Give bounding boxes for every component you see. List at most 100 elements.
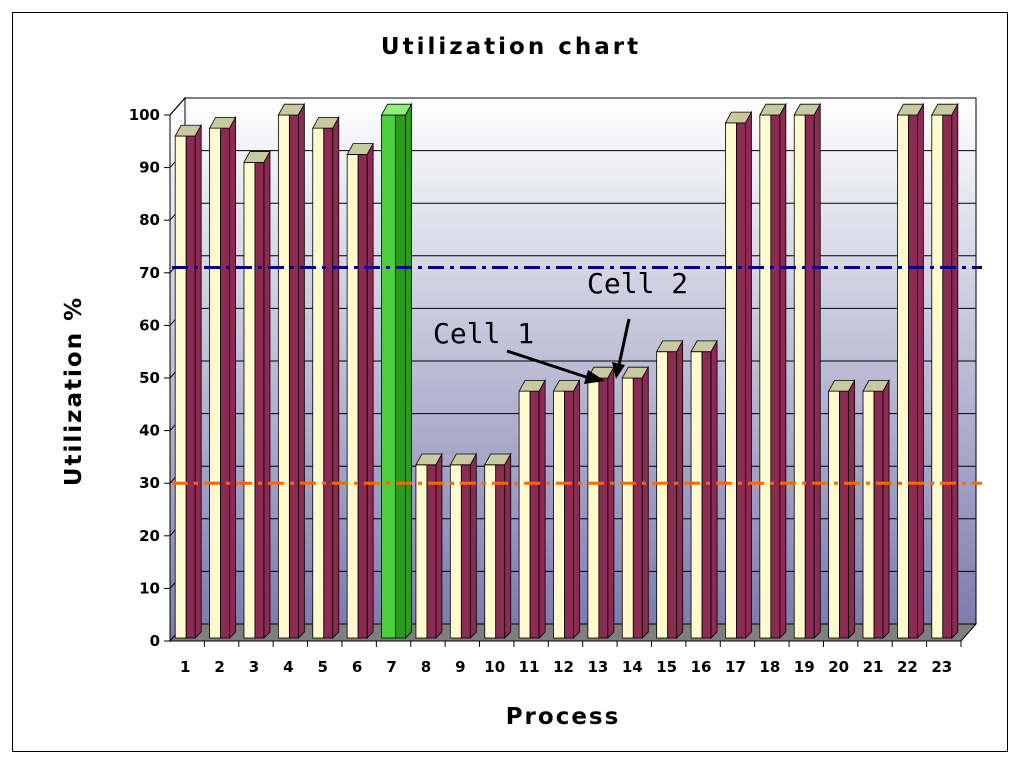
x-tick-label: 14 bbox=[622, 658, 643, 676]
bar-front bbox=[518, 390, 531, 639]
bar-side bbox=[736, 122, 746, 639]
bar-16 bbox=[690, 339, 718, 639]
bar-side bbox=[185, 135, 196, 639]
x-tick-label: 6 bbox=[352, 658, 362, 676]
bar-side bbox=[529, 390, 540, 639]
x-tick-label: 1 bbox=[180, 658, 190, 676]
x-axis-title: Process bbox=[506, 704, 621, 730]
y-tick-label: 90 bbox=[139, 159, 160, 177]
bar-front bbox=[897, 114, 909, 639]
y-tick-label: 60 bbox=[139, 316, 160, 334]
x-tick-label: 5 bbox=[318, 658, 328, 676]
bar-depth bbox=[297, 102, 305, 639]
bar-9 bbox=[449, 452, 478, 639]
gridline-side bbox=[169, 97, 186, 116]
bar-side bbox=[804, 114, 815, 639]
bar-depth bbox=[538, 378, 546, 639]
bar-5 bbox=[312, 115, 340, 639]
bar-15 bbox=[655, 339, 684, 639]
x-tick-label: 3 bbox=[249, 658, 259, 676]
bar-front bbox=[277, 114, 290, 639]
bar-19 bbox=[793, 102, 821, 639]
x-tick-label: 2 bbox=[214, 658, 224, 676]
bar-11 bbox=[518, 378, 546, 639]
bar-front bbox=[243, 161, 256, 639]
bar-side bbox=[942, 114, 953, 639]
bar-depth bbox=[745, 110, 752, 639]
bar-depth bbox=[435, 452, 443, 639]
x-tick-label: 10 bbox=[484, 658, 505, 676]
bar-side bbox=[395, 114, 406, 639]
y-axis-ticks: 0 10 20 30 40 50 60 70 80 90 100 bbox=[129, 106, 171, 650]
bar-depth bbox=[641, 365, 649, 639]
bar-depth bbox=[951, 102, 959, 639]
x-tick-label: 8 bbox=[421, 658, 431, 676]
y-tick-label: 0 bbox=[150, 632, 160, 650]
x-tick-label: 20 bbox=[828, 658, 849, 676]
x-tick-label: 4 bbox=[283, 658, 293, 676]
bar-side bbox=[873, 390, 884, 639]
bar-front bbox=[381, 114, 396, 639]
bar-front bbox=[828, 390, 841, 639]
bar-side bbox=[839, 390, 850, 639]
y-tick-label: 50 bbox=[139, 369, 160, 387]
bar-depth bbox=[469, 452, 477, 639]
y-tick-label: 10 bbox=[139, 579, 160, 597]
bar-side bbox=[254, 161, 265, 639]
x-tick-label: 19 bbox=[794, 658, 815, 676]
bar-side bbox=[426, 464, 437, 639]
bar-side bbox=[323, 127, 334, 639]
bar-depth bbox=[366, 142, 374, 639]
bar-6 bbox=[346, 142, 374, 639]
bar-20 bbox=[827, 378, 856, 639]
x-tick-label: 22 bbox=[897, 658, 918, 676]
annotation-cell-1-arrow bbox=[506, 349, 590, 380]
bar-front bbox=[725, 122, 737, 639]
bar-1 bbox=[174, 123, 202, 639]
x-tick-label: 21 bbox=[863, 658, 884, 676]
y-tick-label: 100 bbox=[129, 106, 160, 124]
bar-side bbox=[598, 377, 609, 639]
reference-lines bbox=[172, 266, 982, 485]
bar-front bbox=[621, 377, 634, 639]
bar-front bbox=[793, 114, 806, 639]
bar-depth bbox=[779, 102, 787, 639]
bar-side bbox=[667, 351, 678, 639]
bar-3 bbox=[243, 149, 271, 639]
bar-front bbox=[415, 464, 428, 639]
bar-side bbox=[288, 114, 299, 639]
bar-side bbox=[701, 351, 712, 639]
x-tick-label: 12 bbox=[553, 658, 574, 676]
bar-front bbox=[587, 377, 600, 639]
x-axis-ticks: 1 2 3 4 5 6 7 8 9 10 11 12 13 14 15 16 17 18 19 20 21 22 23 bbox=[170, 640, 962, 676]
x-tick-label: 17 bbox=[725, 658, 746, 676]
annotation-cell-1: Cell 1 bbox=[433, 317, 534, 350]
bar-front bbox=[759, 114, 772, 639]
bar-front bbox=[553, 390, 565, 639]
bar-front bbox=[449, 464, 462, 639]
y-tick-label: 70 bbox=[139, 264, 160, 282]
y-tick-label: 20 bbox=[139, 527, 160, 545]
bar-17 bbox=[724, 110, 753, 639]
bar-depth bbox=[607, 365, 615, 639]
y-axis-title: Utilization % bbox=[61, 296, 87, 486]
bar-depth bbox=[405, 102, 412, 639]
bar-front bbox=[484, 464, 497, 639]
bar-2 bbox=[208, 115, 237, 639]
bar-8 bbox=[415, 452, 443, 639]
bar-22 bbox=[896, 102, 925, 639]
bar-14 bbox=[621, 365, 649, 639]
bar-depth bbox=[676, 339, 684, 639]
bar-side bbox=[632, 377, 643, 639]
bar-13 bbox=[587, 365, 615, 639]
annotations: Cell 1 Cell 2 bbox=[433, 267, 688, 384]
bar-21 bbox=[862, 378, 890, 639]
bar-side bbox=[908, 114, 918, 639]
x-tick-label: 16 bbox=[691, 658, 712, 676]
bar-12 bbox=[552, 378, 581, 639]
bars bbox=[174, 102, 959, 639]
bar-depth bbox=[332, 115, 340, 639]
annotation-cell-2: Cell 2 bbox=[587, 267, 688, 300]
bar-front bbox=[690, 351, 703, 639]
utilization-bar-chart: Utilization chart 0102030405060708090100… bbox=[61, 34, 982, 730]
